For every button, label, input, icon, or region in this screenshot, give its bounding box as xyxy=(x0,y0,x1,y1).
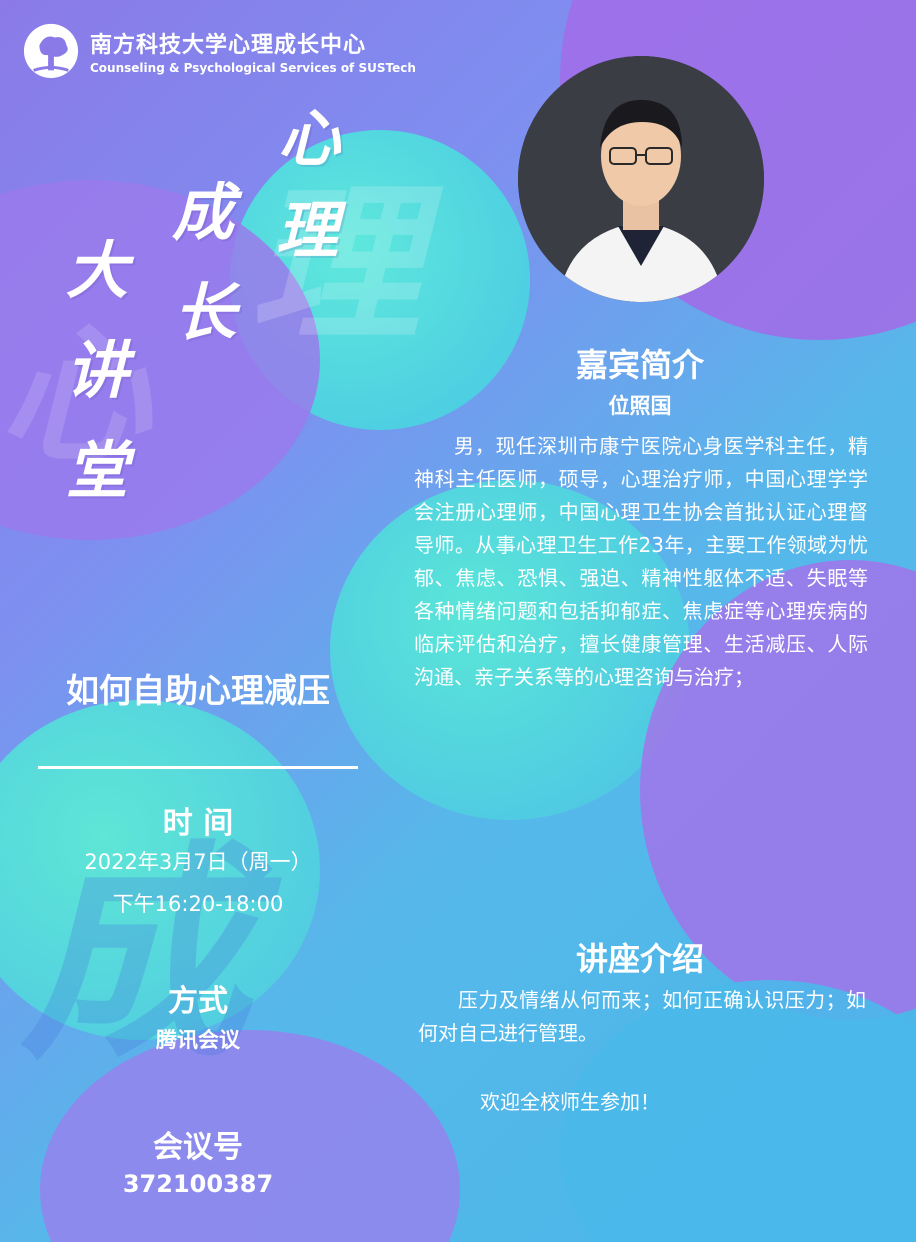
tree-logo-icon xyxy=(23,23,79,79)
title-char-da: 大 xyxy=(66,234,129,307)
org-name-cn: 南方科技大学心理成长中心 xyxy=(90,33,367,58)
topic-divider xyxy=(38,766,358,769)
org-logo: 南方科技大学心理成长中心 Counseling & Psychological … xyxy=(22,22,416,80)
intro-heading: 讲座介绍 xyxy=(575,940,704,978)
method-label: 方式 xyxy=(168,984,228,1019)
method-value: 腾讯会议 xyxy=(156,1028,240,1052)
time-label: 时 间 xyxy=(162,806,234,841)
guest-photo xyxy=(518,56,764,302)
title-char-tang: 堂 xyxy=(66,434,129,507)
title-char-xin: 心 xyxy=(278,102,341,175)
bg-blob-cyan-lower xyxy=(0,700,320,1040)
meeting-label: 会议号 xyxy=(153,1130,243,1165)
watermark-li: 理 xyxy=(250,165,421,365)
title-char-cheng: 成 xyxy=(172,176,235,249)
watermark-cheng: 成 xyxy=(20,820,250,1090)
meeting-id: 372100387 xyxy=(122,1170,274,1198)
org-name-en: Counseling & Psychological Services of S… xyxy=(90,61,416,75)
title-char-zhang: 长 xyxy=(174,276,237,349)
lecture-time: 下午16:20-18:00 xyxy=(112,892,284,916)
guest-name: 位照国 xyxy=(608,394,672,418)
guest-bio: 男，现任深圳市康宁医院心身医学科主任，精神科主任医师，硕导，心理治疗师，中国心理… xyxy=(414,434,868,689)
guest-portrait-icon xyxy=(518,56,764,302)
bg-blob-cyan-mid xyxy=(330,480,690,820)
title-char-jiang: 讲 xyxy=(66,334,129,407)
title-char-li: 理 xyxy=(276,194,339,267)
intro-text: 压力及情绪从何而来；如何正确认识压力；如何对自己进行管理。 xyxy=(418,988,866,1045)
welcome-text: 欢迎全校师生参加！ xyxy=(480,1090,660,1114)
lecture-date: 2022年3月7日（周一） xyxy=(84,850,312,874)
guest-heading: 嘉宾简介 xyxy=(575,346,704,384)
lecture-topic: 如何自助心理减压 xyxy=(66,671,330,710)
watermark-xin: 心 xyxy=(0,307,151,483)
